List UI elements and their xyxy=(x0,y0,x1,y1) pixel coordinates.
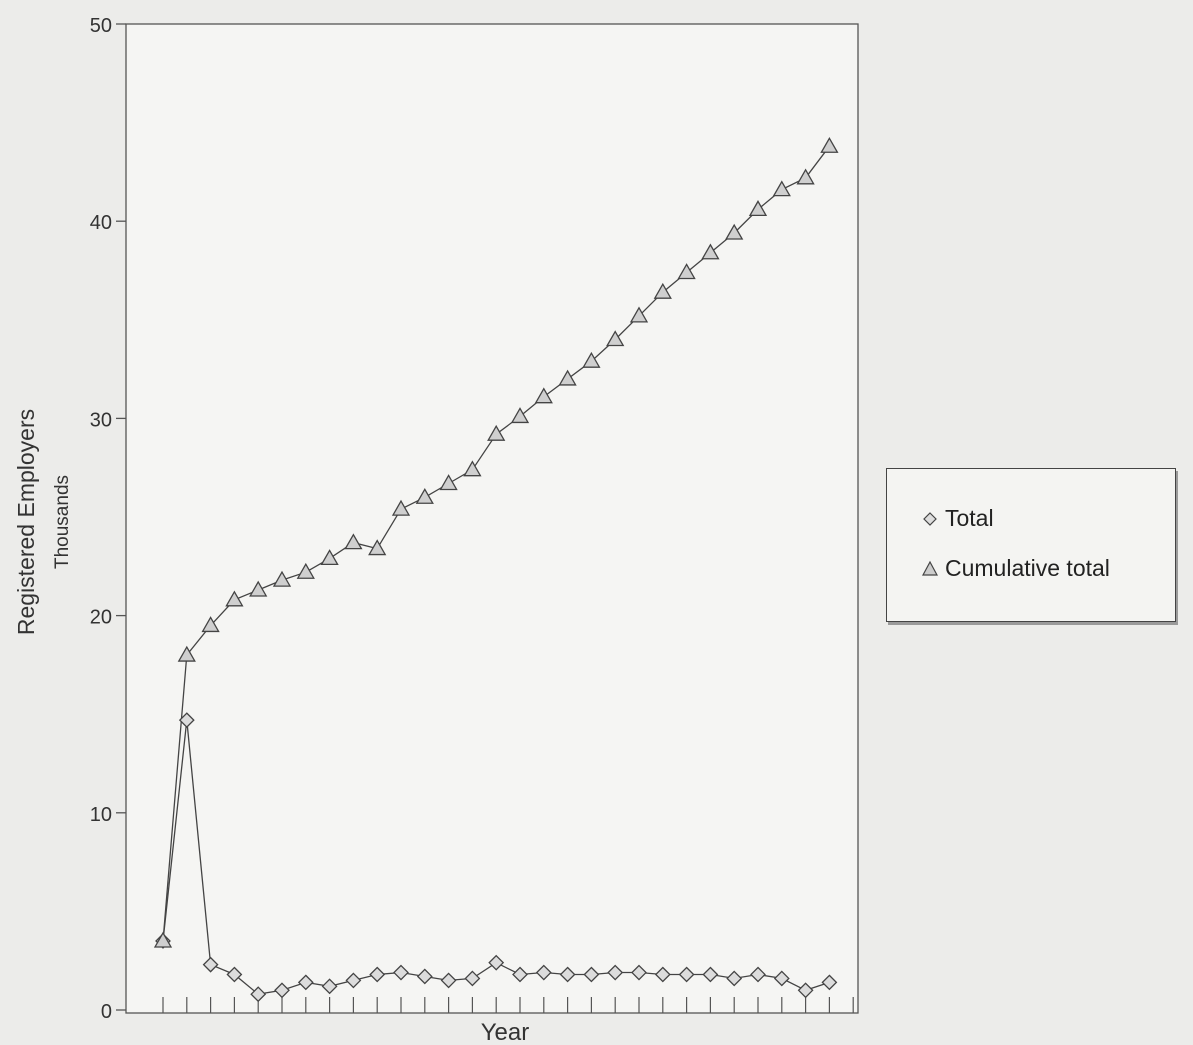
point-cumulative-total xyxy=(249,580,268,597)
point-total xyxy=(583,966,600,983)
point-cumulative-total xyxy=(606,330,625,347)
point-cumulative-total xyxy=(320,549,339,566)
point-total xyxy=(750,966,766,983)
y-tick-label: 0 xyxy=(101,1001,112,1023)
point-cumulative-total xyxy=(582,351,601,368)
point-cumulative-total xyxy=(296,562,315,579)
point-cumulative-total xyxy=(748,200,768,217)
point-total xyxy=(440,972,457,989)
point-total xyxy=(250,986,267,1003)
point-total xyxy=(321,978,338,995)
y-tick-label: 30 xyxy=(90,409,112,431)
point-total xyxy=(512,966,528,983)
point-cumulative-total xyxy=(725,223,744,240)
point-total xyxy=(202,956,219,973)
point-total xyxy=(369,966,386,983)
point-cumulative-total xyxy=(177,645,196,662)
point-cumulative-total xyxy=(701,243,720,260)
point-total xyxy=(726,970,743,987)
point-total xyxy=(702,966,719,983)
point-total xyxy=(631,964,647,981)
point-cumulative-total xyxy=(510,407,530,424)
point-total xyxy=(559,966,576,983)
y-tick-label: 10 xyxy=(90,804,112,826)
y-axis-unit: Thousands xyxy=(52,475,73,569)
legend: Total Cumulative total xyxy=(886,468,1176,622)
legend-label-total: Total xyxy=(945,505,994,531)
x-axis-label: Year xyxy=(481,1019,530,1045)
y-tick-label: 50 xyxy=(90,15,112,37)
point-cumulative-total xyxy=(272,570,292,587)
point-total xyxy=(821,974,838,991)
point-total xyxy=(535,964,552,981)
point-cumulative-total xyxy=(653,282,672,299)
point-cumulative-total xyxy=(439,474,458,491)
legend-item-total: Total xyxy=(921,505,994,532)
triangle-icon xyxy=(921,560,939,576)
point-cumulative-total xyxy=(225,590,244,607)
point-cumulative-total xyxy=(677,263,696,280)
legend-label-cumulative: Cumulative total xyxy=(945,555,1110,581)
y-tick-label: 20 xyxy=(90,607,112,629)
point-cumulative-total xyxy=(534,387,553,404)
y-tick-label: 40 xyxy=(90,212,112,234)
point-total xyxy=(297,974,314,991)
point-total xyxy=(345,972,362,989)
diamond-icon xyxy=(923,511,937,526)
point-total xyxy=(488,954,505,971)
legend-item-cumulative: Cumulative total xyxy=(921,555,1110,582)
point-cumulative-total xyxy=(391,499,411,516)
point-cumulative-total xyxy=(772,180,791,197)
point-total xyxy=(607,964,624,981)
point-total xyxy=(678,966,695,983)
point-cumulative-total xyxy=(629,306,649,323)
point-cumulative-total xyxy=(201,616,220,633)
point-total xyxy=(416,968,433,985)
point-total xyxy=(464,970,481,987)
plot-area xyxy=(125,23,859,1014)
point-cumulative-total xyxy=(796,168,815,185)
point-total xyxy=(393,964,409,981)
point-cumulative-total xyxy=(487,424,506,441)
point-total xyxy=(773,970,790,987)
point-total xyxy=(797,982,814,999)
y-axis-label: Registered Employers xyxy=(13,409,39,635)
point-cumulative-total xyxy=(368,539,387,556)
point-total xyxy=(178,712,195,729)
point-cumulative-total xyxy=(820,136,839,153)
point-cumulative-total xyxy=(558,369,577,386)
point-cumulative-total xyxy=(415,487,434,504)
point-cumulative-total xyxy=(344,533,363,550)
point-cumulative-total xyxy=(153,931,173,948)
point-total xyxy=(654,966,671,983)
point-total xyxy=(226,966,243,983)
point-total xyxy=(274,982,290,999)
point-cumulative-total xyxy=(463,460,482,477)
